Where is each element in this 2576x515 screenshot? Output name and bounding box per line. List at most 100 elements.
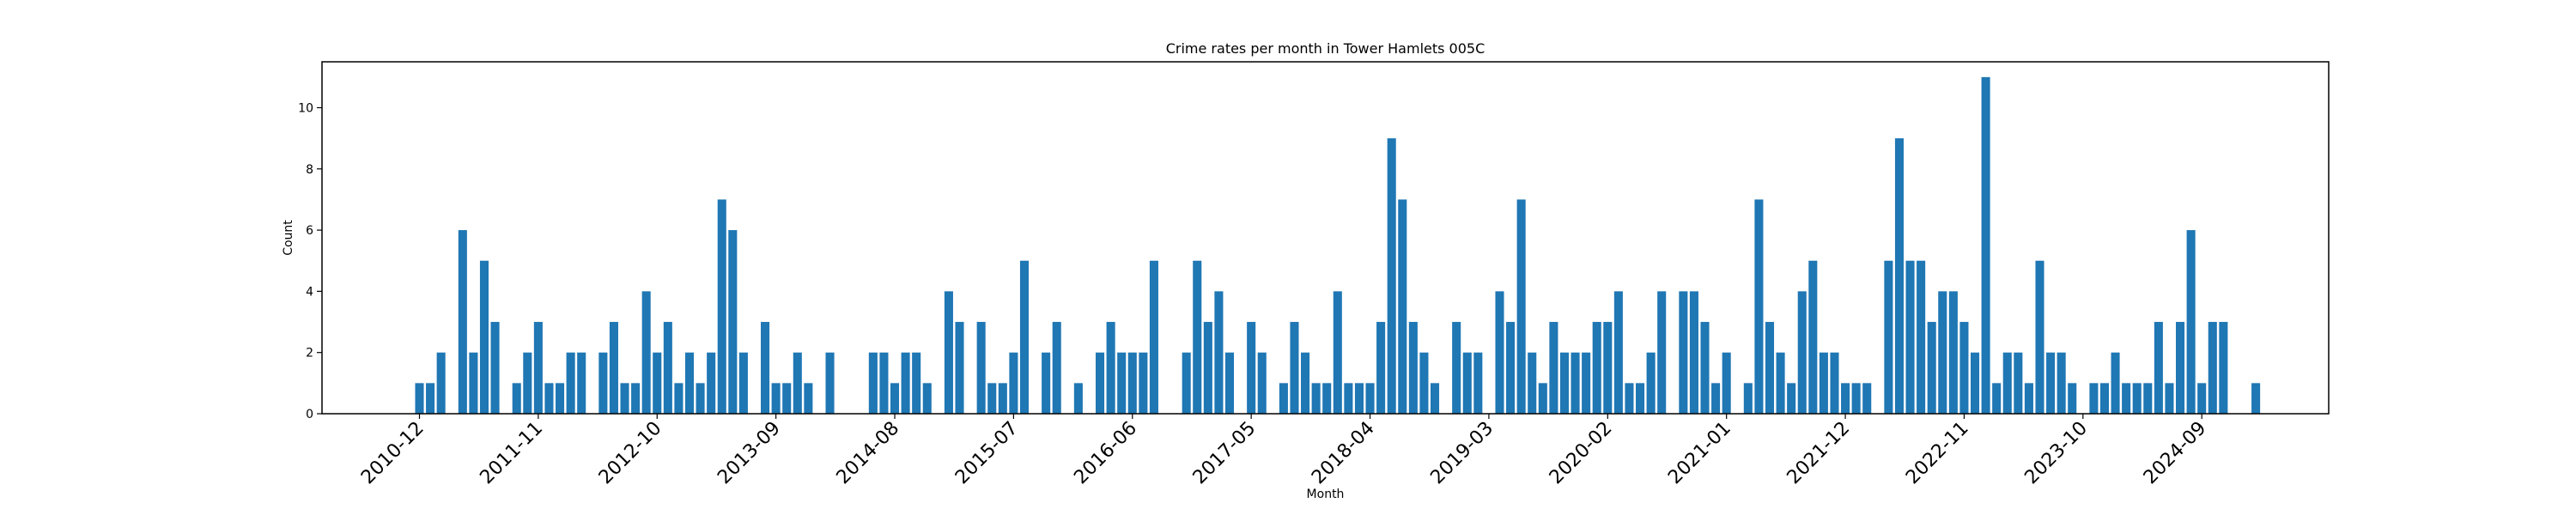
bar-2015-01 <box>944 291 953 414</box>
bar-2019-11 <box>1571 352 1580 414</box>
bar-2012-12 <box>674 383 683 414</box>
bar-2020-11 <box>1700 322 1710 414</box>
bar-2022-08 <box>1927 322 1936 414</box>
bar-2015-07 <box>1009 352 1018 414</box>
bar-2021-12 <box>1841 383 1850 414</box>
bar-2012-03 <box>577 352 586 414</box>
bar-2021-08 <box>1797 291 1807 414</box>
bar-2016-01 <box>1073 383 1083 414</box>
bar-2015-08 <box>1019 260 1030 414</box>
bar-2019-04 <box>1495 291 1504 414</box>
bar-2024-09 <box>2197 383 2207 414</box>
bar-2015-06 <box>998 383 1007 414</box>
bar-2021-10 <box>1819 352 1828 414</box>
bar-2013-01 <box>684 352 695 414</box>
y-tick-label: 6 <box>306 224 313 238</box>
bar-2012-10 <box>653 352 662 414</box>
bar-2011-05 <box>469 352 478 414</box>
x-tick-label: 2019-03 <box>1426 418 1498 489</box>
bar-2021-09 <box>1808 260 1818 414</box>
x-tick-label: 2020-02 <box>1546 418 1617 489</box>
bar-2018-05 <box>1376 322 1386 414</box>
bar-2019-05 <box>1506 322 1516 414</box>
bar-2018-09 <box>1419 352 1429 414</box>
bar-2012-01 <box>556 383 565 414</box>
x-axis-label: Month <box>1307 488 1345 501</box>
bar-2022-04 <box>1884 260 1893 414</box>
y-axis-label: Count <box>282 220 295 256</box>
bar-2020-03 <box>1613 291 1623 414</box>
bar-2011-12 <box>544 383 554 414</box>
bar-2020-02 <box>1603 322 1613 414</box>
bar-2012-08 <box>631 383 641 414</box>
x-tick-label: 2023-10 <box>2020 418 2092 489</box>
bar-2020-09 <box>1679 291 1688 414</box>
y-tick-label: 8 <box>306 163 313 177</box>
bar-2024-10 <box>2208 322 2217 414</box>
bars-group <box>415 76 2261 414</box>
bar-2013-05 <box>728 230 738 414</box>
bar-2022-02 <box>1862 383 1872 414</box>
x-tick-label: 2012-10 <box>595 418 666 489</box>
bar-2014-02 <box>825 352 835 414</box>
bar-2016-11 <box>1182 352 1191 414</box>
bar-2023-02 <box>1992 383 2002 414</box>
bar-2019-06 <box>1516 199 1526 414</box>
y-tick-label: 0 <box>306 408 313 421</box>
x-axis: 2010-12 2011-11 2012-10 2013-09 2014-08 2015-… <box>357 414 2210 488</box>
chart-title: Crime rates per month in Tower Hamlets 0… <box>1166 40 1485 57</box>
bar-2024-08 <box>2186 230 2196 414</box>
x-tick-label: 2016-06 <box>1070 418 1141 489</box>
x-tick-label: 2021-12 <box>1783 418 1855 489</box>
bar-2016-08 <box>1149 260 1158 414</box>
bar-2024-06 <box>2165 383 2174 414</box>
bar-2016-03 <box>1096 352 1105 414</box>
bar-2012-11 <box>663 322 672 414</box>
x-tick-label: 2011-11 <box>476 418 547 489</box>
bar-2015-04 <box>976 322 986 414</box>
bar-2017-10 <box>1301 352 1310 414</box>
bar-2024-03 <box>2132 383 2142 414</box>
bar-2017-02 <box>1214 291 1224 414</box>
bar-2011-09 <box>512 383 521 414</box>
bar-2019-07 <box>1528 352 1537 414</box>
bar-2017-11 <box>1311 383 1321 414</box>
bar-2023-06 <box>2035 260 2044 414</box>
bar-2018-06 <box>1387 138 1396 414</box>
bar-2015-02 <box>955 322 964 414</box>
bar-2017-09 <box>1290 322 1299 414</box>
bar-2017-12 <box>1322 383 1332 414</box>
bar-2017-05 <box>1247 322 1256 414</box>
bar-2016-07 <box>1139 352 1148 414</box>
bar-2013-08 <box>761 322 770 414</box>
bar-2012-07 <box>620 383 629 414</box>
bar-2024-01 <box>2111 352 2120 414</box>
bar-2022-07 <box>1917 260 1926 414</box>
bar-2022-05 <box>1894 138 1904 414</box>
bar-2023-08 <box>2057 352 2066 414</box>
bar-2021-05 <box>1765 322 1775 414</box>
bar-2023-03 <box>2002 352 2012 414</box>
bar-2017-03 <box>1224 352 1235 414</box>
bar-2017-06 <box>1257 352 1267 414</box>
bar-2024-04 <box>2143 383 2153 414</box>
bar-2023-09 <box>2068 383 2077 414</box>
bar-2016-06 <box>1127 352 1137 414</box>
bar-2021-07 <box>1787 383 1796 414</box>
bar-2012-05 <box>598 352 608 414</box>
x-tick-label: 2010-12 <box>357 418 428 489</box>
bar-2016-05 <box>1117 352 1127 414</box>
bar-2016-12 <box>1193 260 1202 414</box>
bar-2023-07 <box>2046 352 2056 414</box>
bar-2011-07 <box>490 322 500 414</box>
bar-2024-02 <box>2122 383 2131 414</box>
y-axis: 0 2 4 6 8 10 <box>298 101 322 421</box>
x-tick-label: 2021-01 <box>1664 418 1735 489</box>
bar-2022-01 <box>1851 383 1861 414</box>
bar-2013-11 <box>793 352 802 414</box>
bar-2013-03 <box>707 352 716 414</box>
bar-2014-09 <box>901 352 910 414</box>
x-tick-label: 2013-09 <box>714 418 785 489</box>
bar-2022-06 <box>1905 260 1915 414</box>
